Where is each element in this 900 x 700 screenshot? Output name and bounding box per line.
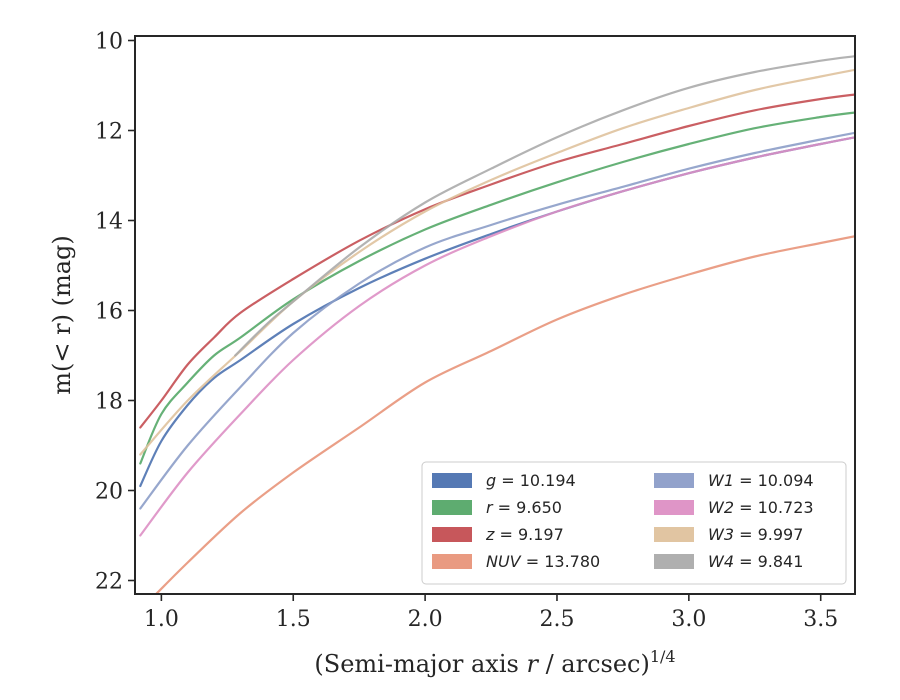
legend-swatch-w4 (654, 554, 694, 569)
series-line-w2 (139, 136, 855, 537)
legend-label-g: g = 10.194 (486, 471, 576, 490)
legend-swatch-w2 (654, 500, 694, 515)
legend-swatch-z (432, 527, 472, 542)
legend-label-r: r = 9.650 (486, 498, 562, 517)
legend: g = 10.194 r = 9.650 z = 9.197 NUV = 13.780… (421, 461, 847, 585)
y-tick-label: 22 (95, 570, 123, 595)
y-axis-ticks: 10 12 14 16 18 20 22 (95, 30, 135, 595)
legend-swatch-g (432, 473, 472, 488)
x-axis-title-superscript: 1/4 (650, 647, 676, 666)
series-line-g (139, 136, 855, 488)
series-line-w3 (139, 68, 855, 456)
legend-swatch-w1 (654, 473, 694, 488)
plot-frame (134, 35, 856, 595)
legend-label-w3: W3 = 9.997 (708, 525, 803, 544)
series-line-r (139, 111, 855, 465)
legend-label-z: z = 9.197 (485, 525, 564, 544)
series-line-w4 (234, 55, 855, 357)
x-axis-ticks: 1.0 1.5 2.0 2.5 3.0 3.5 (144, 594, 838, 632)
legend-label-w1: W1 = 10.094 (708, 471, 814, 490)
x-axis-title-text: (Semi-major axis r / arcsec) (314, 650, 649, 678)
legend-box (421, 461, 847, 585)
legend-label-nuv: NUV = 13.780 (486, 552, 600, 571)
y-axis-title: m(< r) (mag) (48, 235, 76, 394)
series-line-nuv (155, 235, 855, 594)
y-tick-label: 18 (95, 390, 123, 415)
series-line-w1 (139, 131, 855, 510)
x-tick-label: 3.0 (671, 607, 706, 632)
legend-label-w4: W4 = 9.841 (708, 552, 803, 571)
y-tick-label: 12 (95, 120, 123, 145)
series-line-z (139, 93, 855, 429)
legend-swatch-nuv (432, 554, 472, 569)
x-axis-title: (Semi-major axis r / arcsec)1/4 (314, 647, 675, 678)
x-tick-label: 3.5 (803, 607, 838, 632)
y-tick-label: 20 (95, 480, 123, 505)
legend-label-w2: W2 = 10.723 (708, 498, 814, 517)
x-tick-label: 2.0 (408, 607, 443, 632)
legend-swatch-r (432, 500, 472, 515)
y-tick-label: 14 (95, 210, 123, 235)
x-tick-label: 2.5 (539, 607, 574, 632)
series-layer (139, 55, 855, 594)
x-tick-label: 1.5 (276, 607, 311, 632)
y-tick-label: 16 (95, 300, 123, 325)
y-tick-label: 10 (95, 30, 123, 55)
x-tick-label: 1.0 (144, 607, 179, 632)
legend-swatch-w3 (654, 527, 694, 542)
